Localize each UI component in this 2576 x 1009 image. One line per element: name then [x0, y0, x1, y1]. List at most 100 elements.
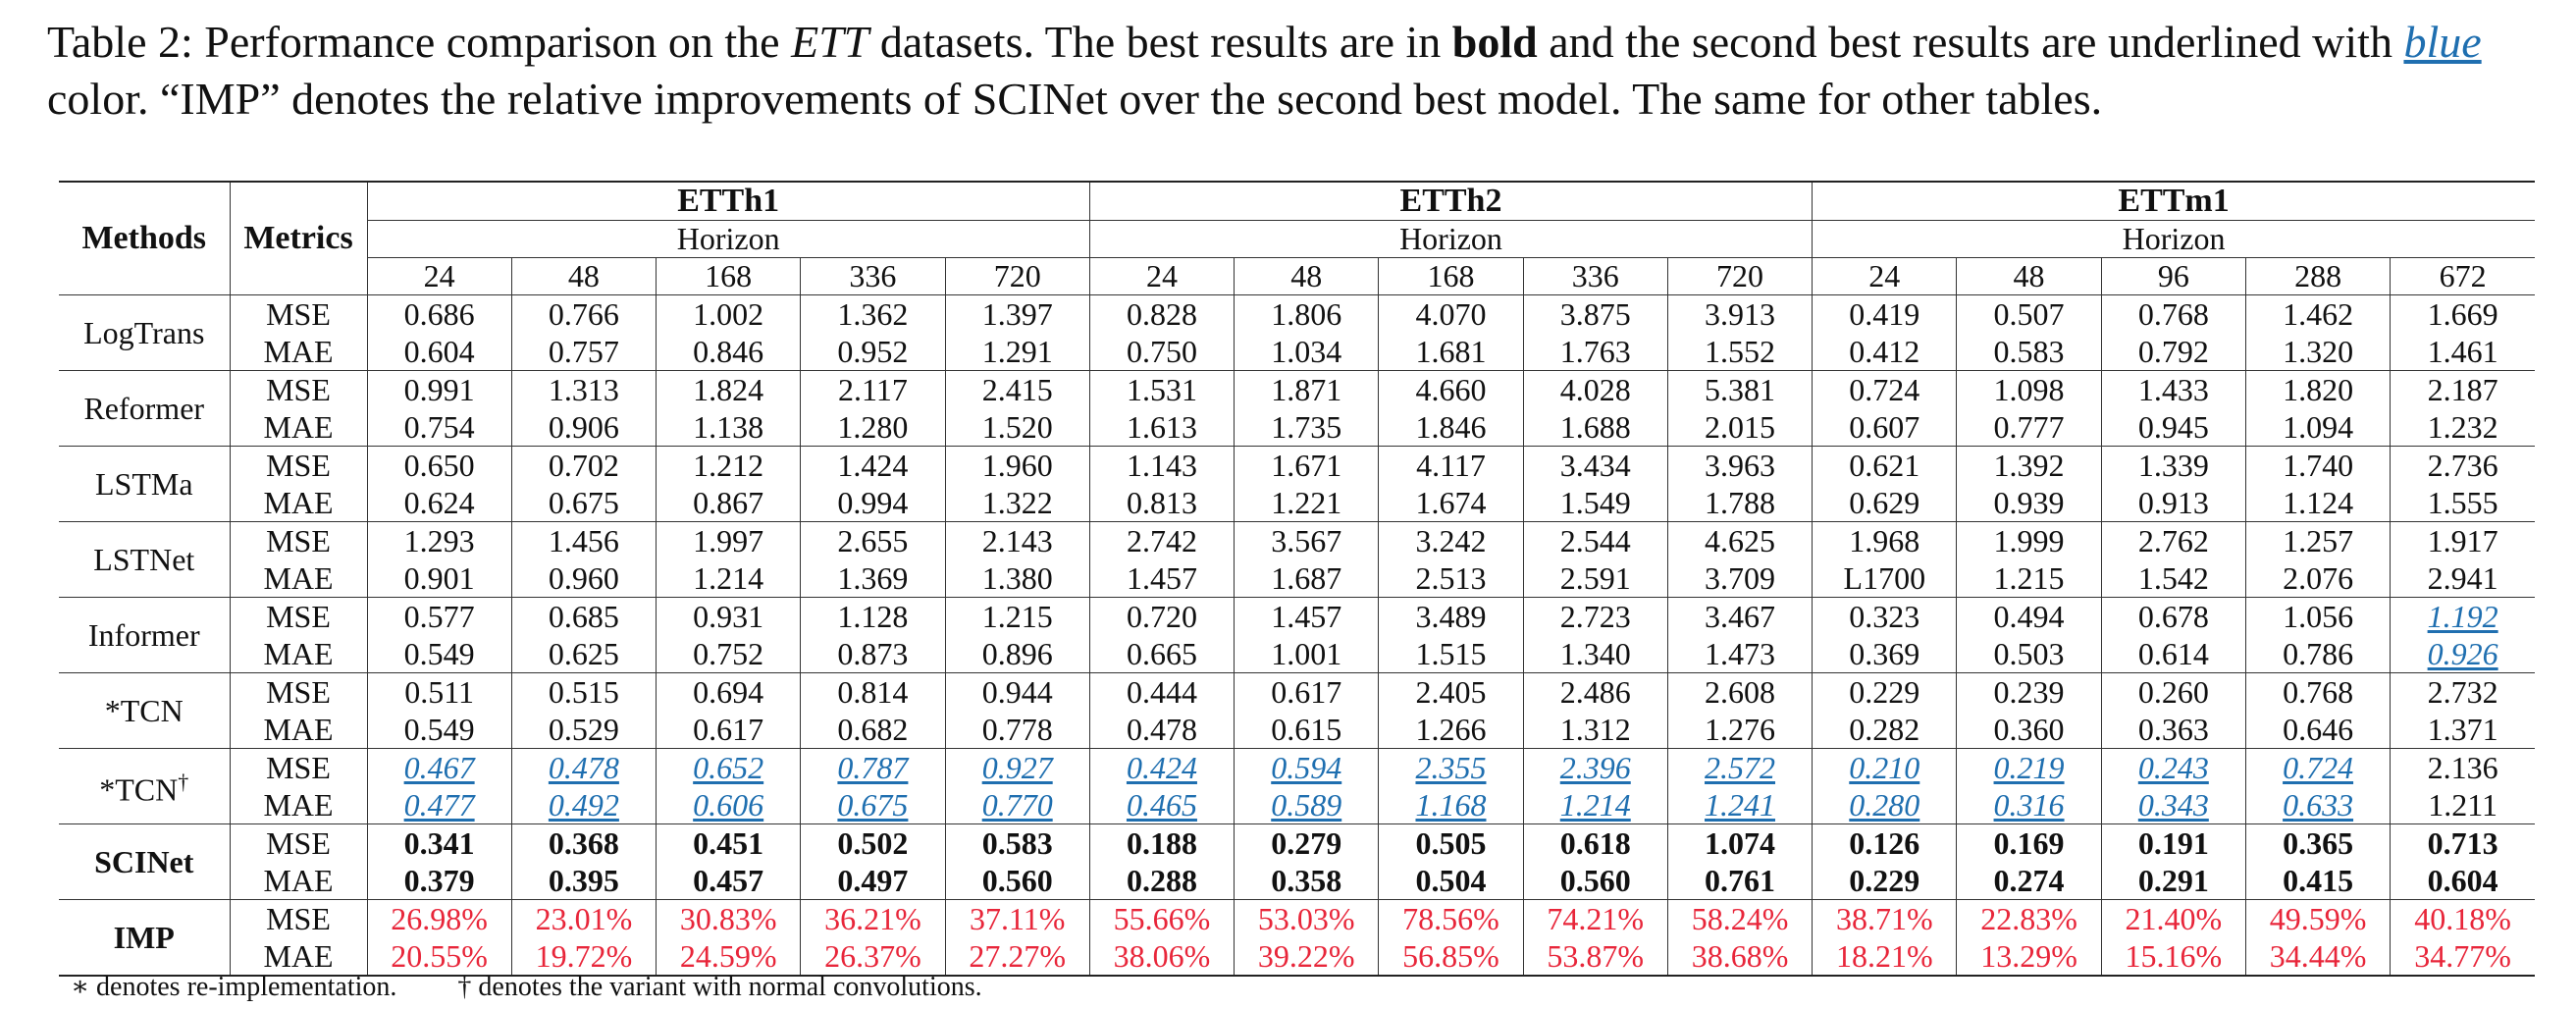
value-cell: 3.567: [1234, 521, 1379, 559]
value-cell: 53.03%: [1234, 899, 1379, 937]
value-text: 4.117: [1416, 448, 1486, 483]
value-text: 1.241: [1705, 787, 1776, 823]
value-cell: 0.846: [656, 333, 801, 371]
method-label: Informer: [87, 617, 200, 653]
value-cell: 0.360: [1956, 711, 2102, 749]
value-cell: 2.513: [1378, 559, 1524, 598]
value-cell: 1.997: [656, 521, 801, 559]
value-text: 2.143: [981, 523, 1053, 558]
metric-label: MAE: [229, 937, 367, 977]
value-cell: 0.451: [656, 823, 801, 862]
method-label: Reformer: [83, 391, 205, 426]
value-text: 0.504: [1415, 863, 1487, 898]
value-cell: 1.339: [2100, 446, 2246, 484]
horizon-value: 24: [1812, 257, 1957, 295]
value-text: 58.24%: [1691, 901, 1789, 936]
value-cell: 1.293: [366, 521, 512, 559]
value-cell: 1.688: [1522, 408, 1668, 447]
value-text: 3.709: [1705, 560, 1776, 596]
value-cell: 1.433: [2100, 370, 2246, 408]
value-cell: 2.396: [1522, 748, 1668, 786]
value-cell: 1.313: [510, 370, 657, 408]
method-name: *TCN†: [59, 748, 230, 824]
value-text: 1.002: [693, 296, 764, 332]
value-text: 0.952: [837, 334, 909, 369]
value-cell: 0.720: [1088, 597, 1235, 635]
value-cell: 0.243: [2100, 748, 2246, 786]
method-name: SCINet: [59, 823, 230, 900]
value-cell: 0.368: [510, 823, 657, 862]
value-cell: 0.395: [510, 862, 657, 900]
value-text: 38.71%: [1835, 901, 1933, 936]
value-text: 53.03%: [1257, 901, 1355, 936]
value-text: 0.465: [1126, 787, 1197, 823]
value-text: 0.846: [693, 334, 764, 369]
metric-label: MSE: [229, 672, 367, 711]
horizon-value: 24: [366, 257, 512, 295]
value-cell: 58.24%: [1666, 899, 1813, 937]
value-cell: 0.465: [1088, 786, 1235, 824]
value-text: 0.369: [1849, 636, 1920, 671]
value-cell: 0.615: [1234, 711, 1379, 749]
value-cell: 2.655: [800, 521, 946, 559]
method-label: *TCN: [99, 771, 179, 808]
value-text: 38.68%: [1691, 938, 1789, 974]
value-cell: 0.274: [1956, 862, 2102, 900]
value-cell: 0.754: [366, 408, 512, 447]
value-cell: 38.71%: [1812, 899, 1957, 937]
value-cell: 1.098: [1956, 370, 2102, 408]
value-cell: 1.056: [2244, 597, 2391, 635]
value-cell: 0.358: [1234, 862, 1379, 900]
method-label: SCINet: [94, 844, 194, 879]
value-text: 2.591: [1559, 560, 1631, 596]
value-cell: 0.515: [510, 672, 657, 711]
value-text: 3.467: [1705, 599, 1776, 634]
value-text: 2.762: [2137, 523, 2209, 558]
value-text: 1.433: [2137, 372, 2209, 407]
value-text: 0.606: [693, 787, 764, 823]
value-text: 55.66%: [1113, 901, 1211, 936]
value-text: 0.451: [693, 825, 764, 861]
value-text: 1.997: [693, 523, 764, 558]
value-cell: 0.931: [656, 597, 801, 635]
value-text: 1.034: [1271, 334, 1342, 369]
value-cell: 1.276: [1666, 711, 1813, 749]
value-cell: 0.604: [2390, 862, 2535, 900]
value-cell: 1.392: [1956, 446, 2102, 484]
value-text: 2.415: [981, 372, 1053, 407]
value-text: 0.503: [1993, 636, 2065, 671]
horizon-value: 288: [2244, 257, 2391, 295]
value-cell: 0.467: [366, 748, 512, 786]
value-text: 1.669: [2427, 296, 2498, 332]
value-text: 0.560: [1559, 863, 1631, 898]
value-cell: 0.316: [1956, 786, 2102, 824]
value-text: 0.280: [1849, 787, 1920, 823]
value-text: 0.787: [837, 750, 909, 785]
value-cell: 1.555: [2390, 484, 2535, 522]
value-cell: 0.766: [510, 294, 657, 333]
table-row: Reformer MSE 0.991 1.313 1.824 2.117 2.415 1.53…: [59, 370, 2535, 447]
value-text: 0.126: [1849, 825, 1920, 861]
metric-label: MAE: [229, 711, 367, 749]
value-cell: 2.544: [1522, 521, 1668, 559]
value-text: 0.210: [1849, 750, 1920, 785]
value-text: 1.001: [1271, 636, 1342, 671]
metric-label: MSE: [229, 370, 367, 408]
value-cell: 2.405: [1378, 672, 1524, 711]
value-text: 30.83%: [679, 901, 777, 936]
value-text: 36.21%: [824, 901, 921, 936]
value-cell: 5.381: [1666, 370, 1813, 408]
value-cell: 0.952: [800, 333, 946, 371]
value-cell: 1.999: [1956, 521, 2102, 559]
value-cell: 0.229: [1812, 672, 1957, 711]
metric-label: MSE: [229, 294, 367, 333]
value-cell: 30.83%: [656, 899, 801, 937]
metric-label: MSE: [229, 521, 367, 559]
value-cell: 38.68%: [1666, 937, 1813, 977]
value-cell: 3.963: [1666, 446, 1813, 484]
value-text: 1.735: [1271, 409, 1342, 445]
value-cell: 0.560: [944, 862, 1090, 900]
value-cell: 1.397: [944, 294, 1090, 333]
value-cell: 0.629: [1812, 484, 1957, 522]
value-cell: 21.40%: [2100, 899, 2246, 937]
